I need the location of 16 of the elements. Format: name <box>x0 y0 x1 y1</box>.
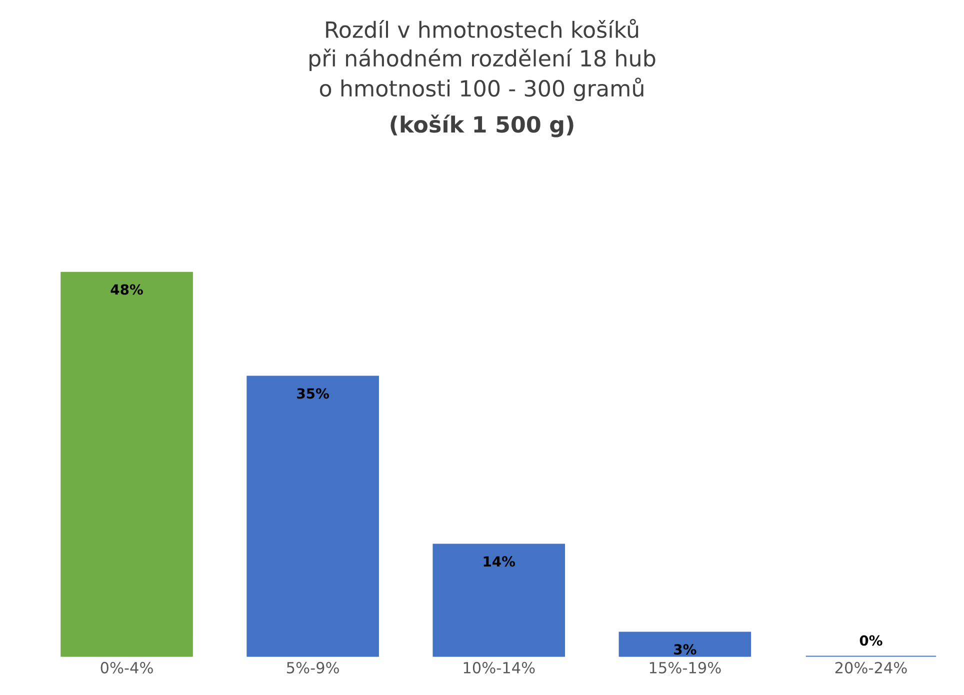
chart-title: Rozdíl v hmotnostech košíků při náhodném rozdělení 18 hub o hmotnosti 100 - 300 gramů <box>310 18 656 102</box>
bar <box>60 272 193 657</box>
x-tick-label: 0%-4% <box>100 662 153 674</box>
x-tick-label: 15%-19% <box>650 662 721 674</box>
data-label: 35% <box>297 388 329 399</box>
x-tick-label: 20%-24% <box>835 662 907 674</box>
bar <box>618 632 752 657</box>
chart-subtitle: (košík 1 500 g) <box>390 114 574 138</box>
data-label: 3% <box>674 644 696 655</box>
data-label: 14% <box>484 556 516 567</box>
data-label: 48% <box>110 284 143 295</box>
bar <box>246 376 379 657</box>
x-tick-label: 10%-14% <box>464 662 535 674</box>
x-tick-label: 5%-9% <box>287 662 339 674</box>
bar <box>432 544 566 657</box>
data-label: 0% <box>860 635 882 646</box>
